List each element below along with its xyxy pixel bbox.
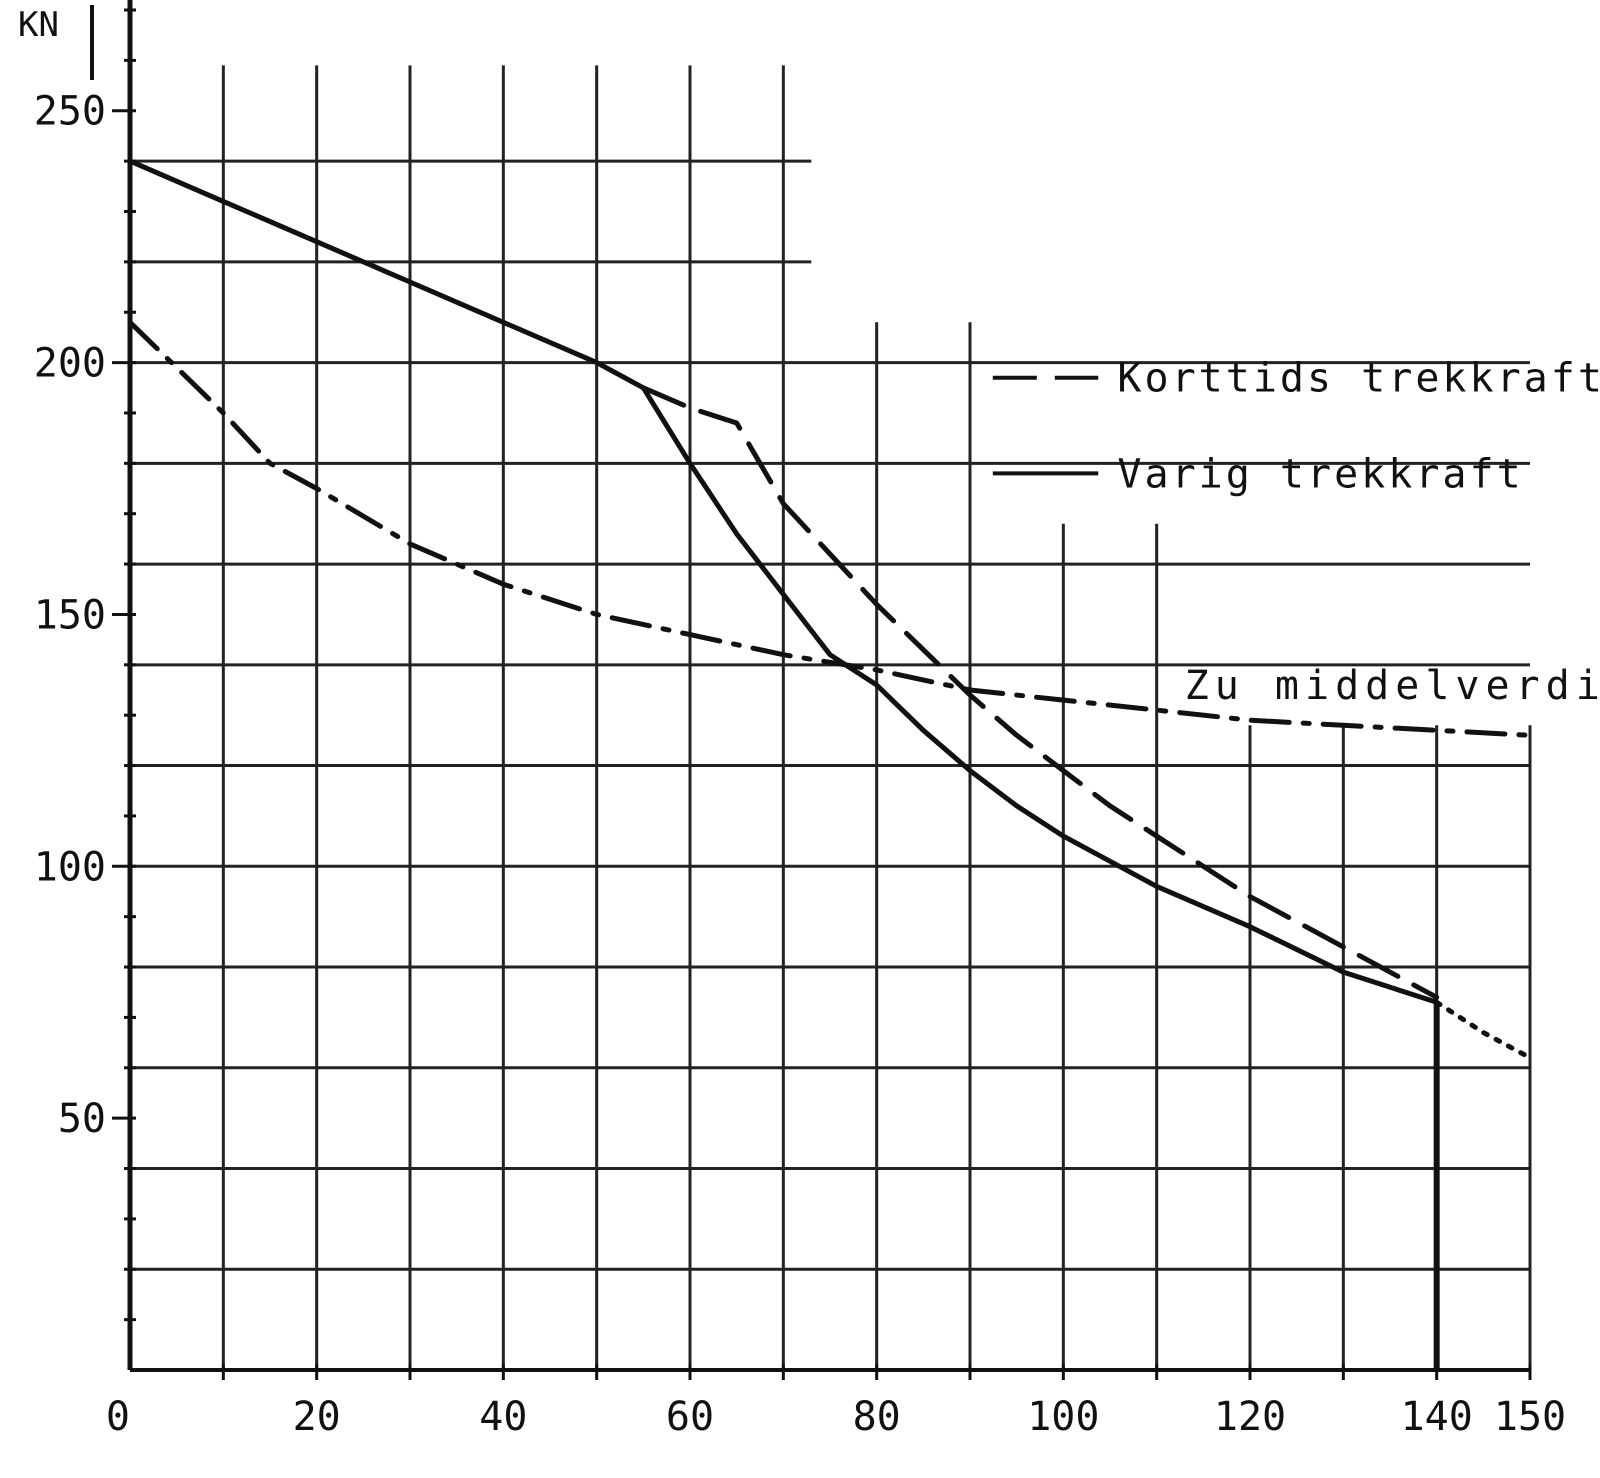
y-tick-label: 50 xyxy=(58,1096,106,1142)
grid xyxy=(130,65,1532,1370)
legend: Korttids trekkraft Varig trekkraft xyxy=(992,356,1600,497)
series-layer xyxy=(127,158,1533,1370)
y-tick-label: 200 xyxy=(34,341,106,387)
annotations: Zu middelverdi xyxy=(1185,663,1600,709)
x-tick-label: 100 xyxy=(1027,1394,1099,1440)
axes xyxy=(90,0,1532,1380)
x-tick-label: 60 xyxy=(666,1394,714,1440)
y-axis-unit-label: KN xyxy=(18,5,59,45)
series-line-solid xyxy=(127,158,1440,1005)
x-tick-label: 120 xyxy=(1214,1394,1286,1440)
legend-label: Korttids trekkraft xyxy=(1117,356,1600,402)
x-tick-label: 140 xyxy=(1401,1394,1473,1440)
y-tick-label: 150 xyxy=(34,592,106,638)
series-line-dashed xyxy=(640,385,1440,1000)
legend-label: Varig trekkraft xyxy=(1117,451,1523,497)
x-tick-label: 150 xyxy=(1494,1394,1566,1440)
series-line-dashdot xyxy=(127,319,1533,738)
annotation-label: Zu middelverdi xyxy=(1185,663,1600,709)
tick-labels: 0 20 40 60 80 100 120 140 150 50 100 150 200 250 xyxy=(34,89,1566,1440)
series-line-dotted xyxy=(1434,999,1533,1061)
x-tick-label: 40 xyxy=(479,1394,527,1440)
x-tick-label: 0 xyxy=(106,1394,130,1440)
y-tick-label: 100 xyxy=(34,844,106,890)
x-tick-label: 80 xyxy=(853,1394,901,1440)
x-tick-label: 20 xyxy=(293,1394,341,1440)
y-tick-label: 250 xyxy=(34,89,106,135)
